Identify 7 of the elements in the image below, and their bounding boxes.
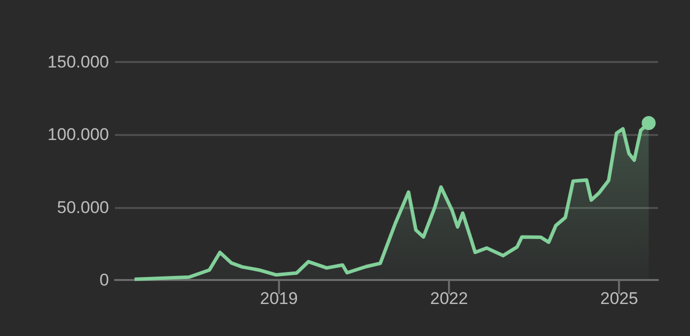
y-tick-label: 0	[100, 270, 109, 290]
x-tick-label: 2025	[600, 289, 638, 308]
y-tick-label: 150.000	[48, 52, 109, 72]
y-tick-label: 50.000	[57, 198, 109, 217]
x-tick-label: 2019	[260, 289, 298, 308]
y-tick-label: 100.000	[48, 125, 109, 144]
x-tick-label: 2022	[430, 289, 468, 308]
